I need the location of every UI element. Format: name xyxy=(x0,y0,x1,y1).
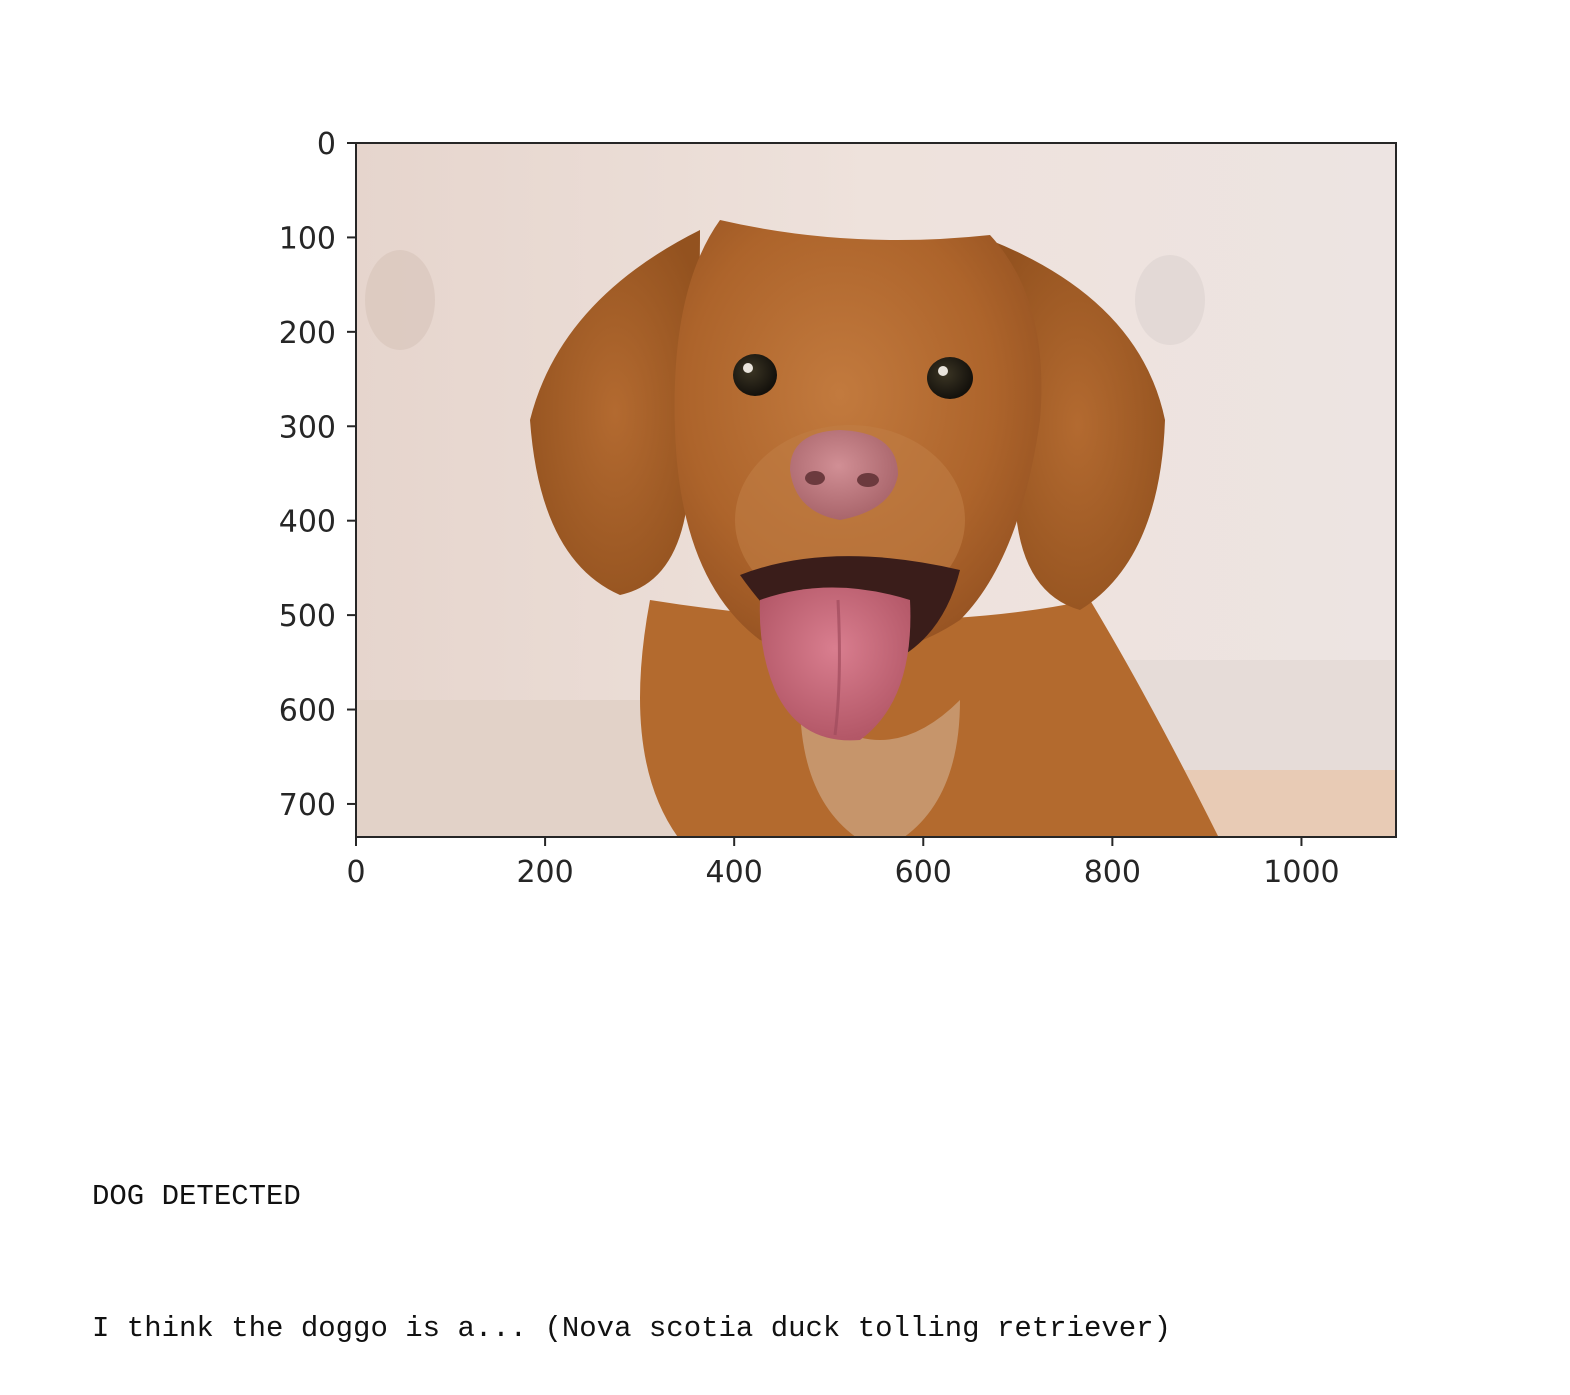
y-axis: 0 100 200 300 400 500 600 700 xyxy=(279,127,356,823)
y-tick-label: 500 xyxy=(279,599,336,634)
y-tick-label: 400 xyxy=(279,505,336,540)
axes-frame xyxy=(355,142,1397,838)
y-tick-label: 300 xyxy=(279,410,336,445)
breed-prediction-text: I think the doggo is a... (Nova scotia d… xyxy=(92,1312,1171,1345)
x-tick-label: 1000 xyxy=(1263,855,1339,890)
y-tick-label: 700 xyxy=(279,788,336,823)
y-tick-label: 600 xyxy=(279,694,336,729)
y-tick-label: 200 xyxy=(279,316,336,351)
x-axis: 0 200 400 600 800 1000 xyxy=(346,837,1340,890)
x-tick-label: 800 xyxy=(1084,855,1141,890)
image-plot: 0 100 200 300 400 500 600 700 0 200 400 600 800 1000 xyxy=(279,127,1397,890)
console-output: DOG DETECTED I think the doggo is a... (… xyxy=(92,1087,1171,1395)
x-tick-label: 0 xyxy=(346,855,365,890)
y-tick-label: 100 xyxy=(279,221,336,256)
x-tick-label: 600 xyxy=(895,855,952,890)
detection-status-text: DOG DETECTED xyxy=(92,1180,301,1213)
x-tick-label: 400 xyxy=(706,855,763,890)
y-tick-label: 0 xyxy=(317,127,336,162)
x-tick-label: 200 xyxy=(516,855,573,890)
dog-photo xyxy=(356,143,1396,837)
